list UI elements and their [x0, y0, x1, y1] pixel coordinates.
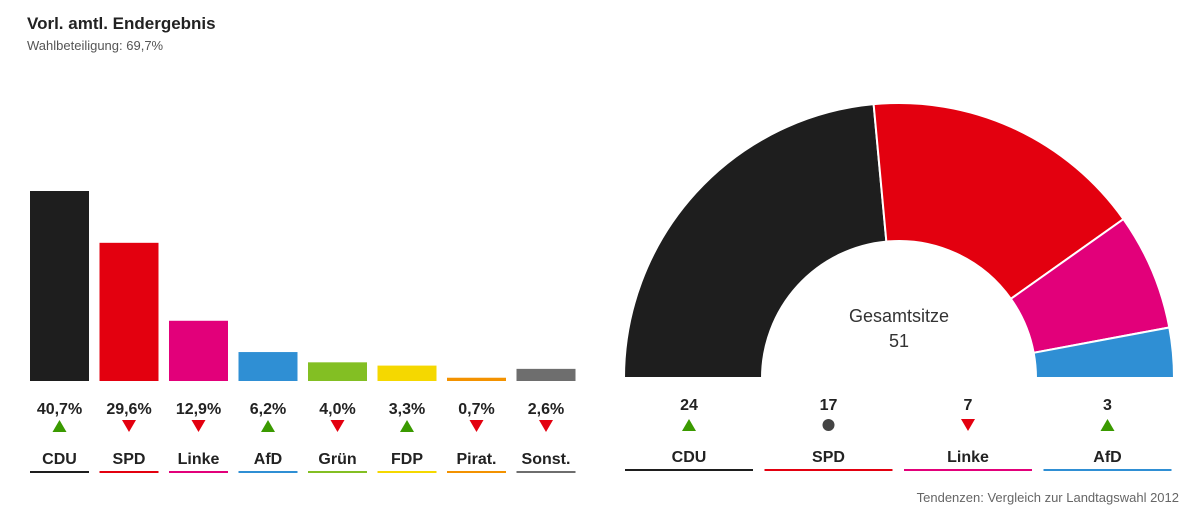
bar-fdp	[377, 365, 437, 381]
footnote: Tendenzen: Vergleich zur Landtagswahl 20…	[916, 490, 1179, 505]
party-label-sonst: Sonst.	[522, 451, 571, 468]
trend-up-icon	[261, 420, 275, 432]
bar-value-label-pirat: 0,7%	[458, 401, 494, 418]
seat-segment-cdu	[622, 103, 888, 379]
party-underline-sonst	[516, 471, 576, 473]
party-label-pirat: Pirat.	[456, 451, 496, 468]
party-label-linke: Linke	[178, 451, 220, 468]
bar-afd	[238, 352, 298, 381]
total-seats-value: 51	[889, 331, 909, 351]
total-seats-label: Gesamtsitze	[849, 306, 949, 326]
bar-value-label-sonst: 2,6%	[528, 401, 564, 418]
seat-count-linke: 7	[964, 397, 973, 414]
party-underline-fdp	[377, 471, 437, 473]
seat-party-underline-afd	[1043, 469, 1172, 471]
trend-up-icon	[400, 420, 414, 432]
party-underline-gruen	[308, 471, 367, 473]
bar-cdu	[30, 191, 89, 381]
trend-down-icon	[961, 419, 975, 431]
party-underline-afd	[238, 471, 298, 473]
party-label-cdu: CDU	[42, 451, 77, 468]
trend-up-icon	[682, 419, 696, 431]
party-label-afd: AfD	[254, 451, 282, 468]
party-underline-cdu	[30, 471, 89, 473]
trend-down-icon	[539, 420, 553, 432]
seat-party-underline-cdu	[625, 469, 753, 471]
seat-party-label-afd: AfD	[1093, 449, 1121, 466]
bar-linke	[169, 320, 228, 381]
seat-count-spd: 17	[820, 397, 838, 414]
trend-up-icon	[1100, 419, 1115, 431]
trend-up-icon	[52, 420, 67, 432]
seat-segment-afd	[1032, 326, 1176, 379]
chart-title: Vorl. amtl. Endergebnis	[27, 14, 216, 33]
seat-party-label-cdu: CDU	[672, 449, 707, 466]
bar-pirat	[447, 377, 506, 381]
trend-down-icon	[330, 420, 345, 432]
bar-gruen	[308, 362, 367, 381]
seat-party-label-linke: Linke	[947, 449, 989, 466]
bar-value-label-afd: 6,2%	[250, 401, 286, 418]
bar-value-label-cdu: 40,7%	[37, 401, 82, 418]
bar-spd	[99, 242, 159, 381]
vote-share-bar-chart: 40,7% CDU 29,6% SPD 12,9% Linke 6,2% AfD 4,0% Grü…	[30, 191, 576, 473]
seat-party-underline-spd	[764, 469, 893, 471]
party-label-spd: SPD	[113, 451, 146, 468]
bar-value-label-linke: 12,9%	[176, 401, 221, 418]
bar-sonst	[516, 368, 576, 381]
bar-value-label-spd: 29,6%	[106, 401, 151, 418]
turnout-subtitle: Wahlbeteiligung: 69,7%	[27, 38, 164, 53]
party-underline-linke	[169, 471, 228, 473]
party-label-fdp: FDP	[391, 451, 423, 468]
seat-count-afd: 3	[1103, 397, 1112, 414]
seat-party-label-spd: SPD	[812, 449, 845, 466]
party-underline-spd	[99, 471, 159, 473]
party-underline-pirat	[447, 471, 506, 473]
trend-neutral-icon	[822, 419, 835, 431]
bar-value-label-fdp: 3,3%	[389, 401, 425, 418]
seat-party-underline-linke	[904, 469, 1032, 471]
trend-down-icon	[191, 420, 206, 432]
bar-value-label-gruen: 4,0%	[319, 401, 355, 418]
seat-count-cdu: 24	[680, 397, 698, 414]
seat-segment-spd	[872, 102, 1125, 301]
seat-distribution-chart: Gesamtsitze 51 24 CDU 17 SPD 7 Linke 3 AfD	[622, 102, 1176, 471]
trend-down-icon	[469, 420, 484, 432]
party-label-gruen: Grün	[318, 451, 356, 468]
trend-down-icon	[122, 420, 136, 432]
